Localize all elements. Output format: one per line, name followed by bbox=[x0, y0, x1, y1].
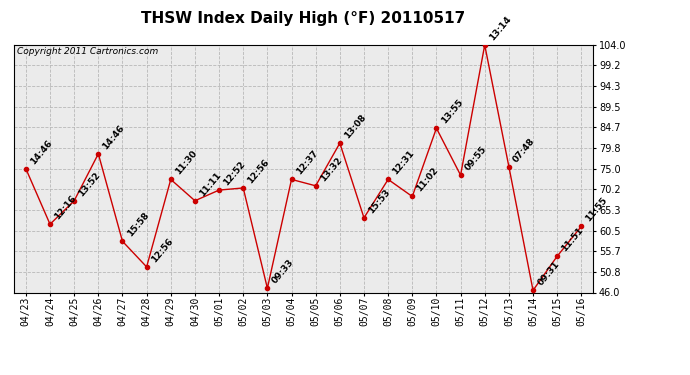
Text: Copyright 2011 Cartronics.com: Copyright 2011 Cartronics.com bbox=[17, 48, 158, 57]
Text: 15:53: 15:53 bbox=[367, 188, 392, 215]
Text: 11:51: 11:51 bbox=[560, 226, 585, 254]
Text: 09:33: 09:33 bbox=[270, 258, 295, 285]
Text: 13:55: 13:55 bbox=[440, 98, 464, 125]
Text: 11:02: 11:02 bbox=[415, 166, 440, 194]
Text: 11:11: 11:11 bbox=[198, 170, 223, 198]
Text: 12:37: 12:37 bbox=[295, 149, 319, 177]
Text: 12:56: 12:56 bbox=[150, 236, 175, 264]
Text: 11:55: 11:55 bbox=[584, 196, 609, 223]
Text: 14:46: 14:46 bbox=[101, 123, 126, 151]
Text: 12:56: 12:56 bbox=[246, 158, 271, 185]
Text: THSW Index Daily High (°F) 20110517: THSW Index Daily High (°F) 20110517 bbox=[141, 11, 466, 26]
Text: 12:31: 12:31 bbox=[391, 149, 416, 177]
Text: 09:31: 09:31 bbox=[536, 260, 561, 288]
Text: 09:55: 09:55 bbox=[464, 145, 489, 172]
Text: 13:52: 13:52 bbox=[77, 170, 102, 198]
Text: 13:08: 13:08 bbox=[343, 113, 368, 140]
Text: 07:48: 07:48 bbox=[512, 136, 537, 164]
Text: 15:58: 15:58 bbox=[126, 211, 150, 238]
Text: 12:52: 12:52 bbox=[222, 160, 247, 187]
Text: 14:46: 14:46 bbox=[29, 138, 54, 166]
Text: 13:32: 13:32 bbox=[319, 155, 344, 183]
Text: 13:14: 13:14 bbox=[488, 14, 513, 42]
Text: 12:16: 12:16 bbox=[53, 194, 78, 222]
Text: 11:30: 11:30 bbox=[174, 149, 199, 177]
